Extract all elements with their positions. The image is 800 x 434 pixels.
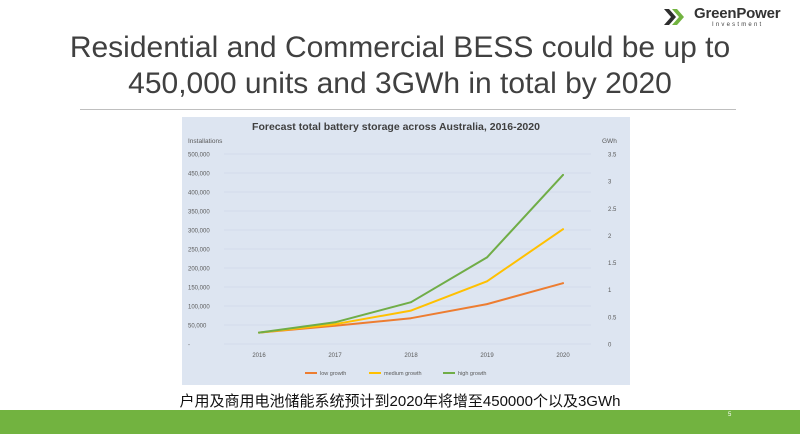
data-point — [562, 228, 564, 231]
logo-chevron-icon — [664, 9, 684, 25]
left-tick-label: 150,000 — [188, 286, 210, 292]
data-point — [486, 256, 488, 259]
right-tick-label: 2.5 — [608, 207, 617, 213]
x-tick-label: 2018 — [404, 353, 418, 359]
slide-title-line-2: 450,000 units and 3GWh in total by 2020 — [128, 67, 672, 100]
chart-title: Forecast total battery storage across Au… — [252, 121, 540, 133]
x-tick-label: 2017 — [328, 353, 342, 359]
left-tick-label: 50,000 — [188, 324, 207, 330]
title-divider — [80, 109, 736, 110]
left-tick-label: 250,000 — [188, 248, 210, 254]
x-tick-label: 2020 — [556, 353, 570, 359]
left-tick-label: 300,000 — [188, 229, 210, 235]
slide-title-line-1: Residential and Commercial BESS could be… — [69, 31, 731, 64]
right-tick-label: 3 — [608, 180, 612, 186]
battery-forecast-chart: 500,000 450,000 400,000 350,000 300,000 250,0… — [182, 117, 630, 385]
data-point — [486, 303, 488, 305]
left-axis-label: Installations — [188, 138, 223, 145]
right-axis-label: GWh — [602, 138, 617, 145]
legend-label: medium growth — [384, 371, 422, 377]
left-tick-label: 450,000 — [188, 172, 210, 178]
left-tick-label: 400,000 — [188, 191, 210, 197]
data-point — [258, 331, 260, 334]
data-point — [334, 321, 336, 324]
right-tick-label: 0.5 — [608, 315, 617, 321]
left-tick-label: 200,000 — [188, 267, 210, 273]
right-tick-label: 3.5 — [608, 153, 617, 159]
data-point — [410, 301, 412, 304]
series-line — [258, 173, 564, 334]
logo-subtitle: Investment — [712, 22, 764, 28]
right-tick-label: 1.5 — [608, 261, 617, 267]
chinese-caption: 户用及商用电池储能系统预计到2020年将增至450000个以及3GWh — [179, 393, 621, 410]
chart-canvas: 500,000450,000400,000350,000300,000250,0… — [188, 121, 617, 377]
left-tick-label: - — [188, 343, 190, 349]
data-point — [410, 317, 412, 320]
right-tick-label: 1 — [608, 288, 612, 294]
data-point — [334, 324, 336, 327]
legend-label: low growth — [320, 371, 346, 377]
data-point — [334, 323, 336, 326]
logo-name: GreenPower — [694, 5, 781, 22]
data-point — [562, 174, 564, 176]
slide-title: Residential and Commercial BESS could be… — [60, 30, 740, 102]
footer-bar — [0, 410, 800, 434]
series-line — [258, 228, 564, 334]
data-point — [562, 282, 564, 285]
left-tick-label: 500,000 — [188, 153, 210, 159]
x-tick-label: 2016 — [252, 353, 266, 359]
left-tick-label: 100,000 — [188, 305, 210, 311]
brand-logo: GreenPower Investment — [664, 6, 796, 32]
legend-label: high growth — [458, 371, 486, 377]
right-tick-label: 2 — [608, 234, 612, 240]
right-tick-label: 0 — [608, 343, 612, 349]
data-point — [486, 280, 488, 283]
left-tick-label: 350,000 — [188, 210, 210, 216]
data-point — [410, 309, 412, 312]
x-tick-label: 2019 — [480, 353, 494, 359]
page-number: 5 — [728, 412, 732, 418]
